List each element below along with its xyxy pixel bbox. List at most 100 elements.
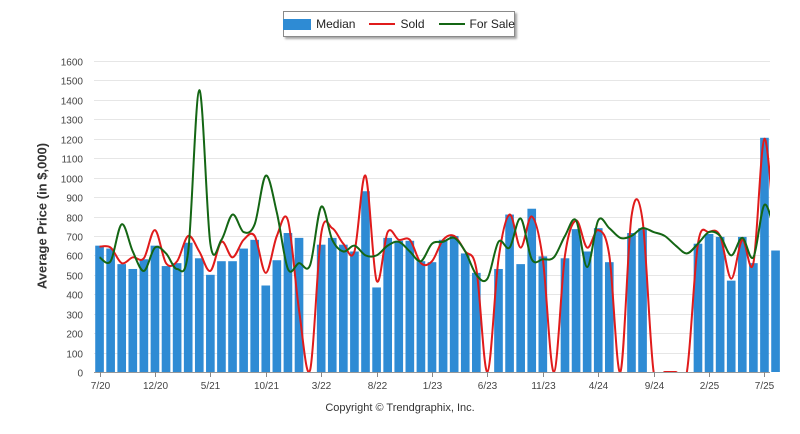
median-bar: [715, 236, 725, 372]
median-bar: [527, 208, 537, 372]
median-bar: [560, 258, 570, 372]
median-bar: [704, 233, 714, 372]
x-tick-label: 2/25: [700, 381, 720, 392]
x-tick-label: 5/21: [201, 381, 221, 392]
y-tick-label: 1400: [61, 97, 84, 108]
legend-label-median: Median: [316, 17, 356, 31]
median-bar: [272, 260, 282, 372]
median-bar: [339, 244, 348, 372]
median-bar: [327, 237, 337, 372]
x-axis-ticks: 7/20 12/20 5/21 10/21 3/22 8/22 1/23 6/23 11/23 4…: [91, 372, 775, 392]
median-bar: [206, 274, 215, 372]
median-bar: [217, 261, 226, 372]
y-tick-label: 1600: [61, 58, 84, 69]
for-sale-swatch: [438, 23, 465, 25]
median-swatch: [283, 18, 312, 30]
median-bar: [139, 259, 149, 372]
median-bar: [494, 268, 503, 372]
median-bar: [416, 261, 426, 372]
median-bar: [372, 287, 381, 372]
copyright-text: Copyright © Trendgraphix, Inc.: [325, 402, 475, 414]
median-bar: [749, 263, 758, 372]
legend-item-for-sale[interactable]: For Sale: [438, 17, 515, 31]
median-bar: [693, 243, 703, 372]
for-sale-line: [98, 89, 770, 283]
x-tick-label: 7/25: [755, 381, 775, 392]
y-tick-label: 0: [77, 369, 83, 380]
y-tick-label: 100: [66, 350, 83, 361]
median-bar: [261, 285, 271, 372]
median-bar: [383, 237, 392, 372]
y-tick-label: 1300: [61, 116, 84, 127]
y-tick-label: 400: [66, 291, 83, 302]
y-tick-label: 1000: [61, 175, 84, 186]
median-bar: [95, 245, 104, 372]
x-tick-label: 3/22: [312, 381, 332, 392]
y-tick-label: 600: [66, 252, 83, 263]
legend: Median Sold For Sale: [283, 11, 515, 37]
median-bar: [726, 280, 736, 372]
y-axis-label: Average Price (in $,000): [34, 142, 50, 290]
median-bar: [283, 233, 293, 372]
y-tick-label: 900: [66, 194, 83, 205]
median-bar: [427, 262, 437, 372]
y-tick-label: 1100: [61, 155, 83, 166]
y-axis-ticks: 0 100 200 300 400 500 600 700 800 900 1000 1100 1200…: [61, 58, 84, 380]
median-bar: [593, 228, 603, 372]
median-bar: [194, 258, 204, 372]
median-bar: [438, 239, 448, 372]
y-tick-label: 1200: [61, 136, 84, 147]
median-bar: [161, 266, 171, 372]
x-tick-label: 11/23: [531, 381, 556, 392]
median-bar: [627, 233, 636, 372]
sold-swatch: [369, 23, 396, 25]
x-tick-label: 10/21: [254, 381, 279, 392]
legend-label-sold: Sold: [400, 17, 425, 31]
x-tick-label: 1/23: [423, 381, 443, 392]
median-bar: [405, 240, 415, 372]
median-bar: [316, 244, 326, 372]
x-tick-label: 6/23: [478, 381, 498, 392]
median-bar: [638, 228, 647, 372]
x-tick-label: 8/22: [368, 381, 388, 392]
y-tick-label: 300: [66, 311, 83, 322]
median-bar: [737, 236, 747, 372]
median-bar: [128, 268, 138, 372]
x-tick-label: 12/20: [143, 381, 168, 392]
median-bar: [228, 261, 237, 372]
median-bar: [106, 248, 115, 372]
median-bar: [361, 191, 370, 372]
median-bar: [582, 251, 592, 372]
median-bar: [150, 245, 160, 372]
median-bar: [239, 248, 248, 372]
median-bar: [571, 229, 581, 372]
median-bar: [394, 240, 404, 372]
median-bar: [604, 262, 614, 372]
x-tick-label: 9/24: [645, 381, 665, 392]
median-bar: [538, 256, 548, 372]
legend-item-median[interactable]: Median: [283, 17, 355, 31]
median-bar: [472, 272, 481, 372]
series-lines: [98, 89, 770, 372]
y-tick-label: 200: [66, 330, 83, 341]
median-bar: [760, 137, 769, 372]
median-bar: [516, 264, 525, 372]
median-bar: [172, 263, 182, 372]
legend-item-sold[interactable]: Sold: [369, 17, 425, 31]
y-tick-label: 500: [66, 272, 83, 283]
median-bar: [183, 242, 193, 372]
median-bar: [505, 214, 514, 372]
y-tick-label: 700: [66, 233, 83, 244]
median-bar: [250, 239, 260, 372]
median-bar: [117, 264, 127, 372]
y-tick-label: 1500: [61, 77, 84, 88]
median-bar: [350, 251, 359, 372]
x-tick-label: 7/20: [91, 381, 111, 392]
x-tick-label: 4/24: [589, 381, 609, 392]
median-bars: [95, 137, 780, 372]
y-tick-label: 800: [66, 214, 83, 225]
median-bar: [449, 235, 459, 372]
median-bar: [771, 250, 780, 372]
median-bar: [460, 253, 470, 372]
